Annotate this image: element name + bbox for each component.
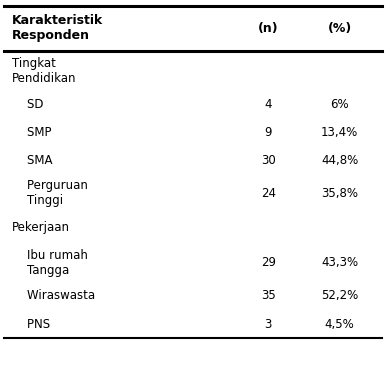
Text: 44,8%: 44,8%: [321, 154, 358, 167]
Text: Wiraswasta: Wiraswasta: [12, 289, 95, 303]
Text: Perguruan
    Tinggi: Perguruan Tinggi: [12, 180, 88, 207]
Text: 30: 30: [261, 154, 276, 167]
Text: 29: 29: [261, 256, 276, 269]
Text: Pekerjaan: Pekerjaan: [12, 221, 69, 234]
Text: (%): (%): [328, 22, 352, 35]
Text: Karakteristik
Responden: Karakteristik Responden: [12, 15, 103, 42]
Text: 4,5%: 4,5%: [325, 318, 355, 331]
Text: 43,3%: 43,3%: [321, 256, 358, 269]
Text: 9: 9: [264, 126, 272, 139]
Text: SMA: SMA: [12, 154, 52, 167]
Text: Ibu rumah
    Tangga: Ibu rumah Tangga: [12, 249, 88, 277]
Text: SD: SD: [12, 98, 43, 111]
Text: SMP: SMP: [12, 126, 51, 139]
Text: 24: 24: [261, 187, 276, 200]
Text: 6%: 6%: [330, 98, 349, 111]
Text: 35,8%: 35,8%: [321, 187, 358, 200]
Text: 52,2%: 52,2%: [321, 289, 358, 303]
Text: PNS: PNS: [12, 318, 50, 331]
Text: 13,4%: 13,4%: [321, 126, 358, 139]
Text: 4: 4: [264, 98, 272, 111]
Text: (n): (n): [258, 22, 279, 35]
Text: Tingkat
Pendidikan: Tingkat Pendidikan: [12, 56, 76, 85]
Text: 35: 35: [261, 289, 276, 303]
Text: 3: 3: [264, 318, 272, 331]
